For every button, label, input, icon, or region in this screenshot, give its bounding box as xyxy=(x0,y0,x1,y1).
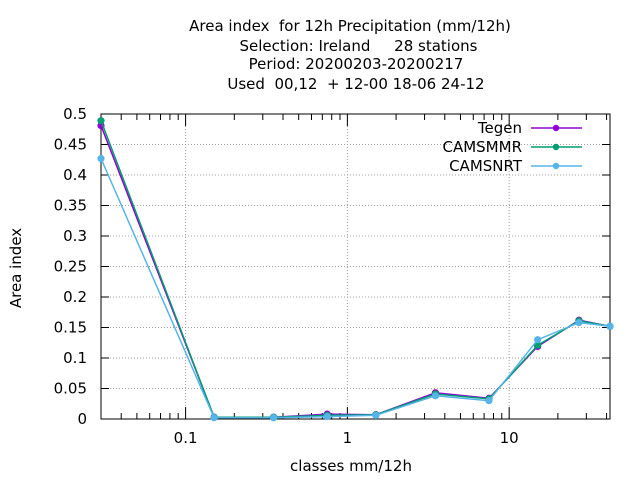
data-point xyxy=(606,322,614,330)
legend-swatch-marker xyxy=(552,124,560,132)
y-tick-label: 0.4 xyxy=(63,166,87,184)
y-tick-label: 0.2 xyxy=(63,288,87,306)
data-point xyxy=(97,117,105,125)
legend-swatch-marker xyxy=(552,162,560,170)
data-point xyxy=(534,336,542,344)
y-tick-label: 0.05 xyxy=(54,380,87,398)
data-point xyxy=(210,414,218,422)
y-tick-label: 0 xyxy=(77,410,87,428)
data-point xyxy=(485,397,493,405)
data-point xyxy=(372,411,380,419)
chart-title-line-4: Used 00,12 + 12-00 18-06 24-12 xyxy=(227,75,485,93)
data-series xyxy=(97,117,614,422)
data-point xyxy=(575,319,583,327)
axis-ticks: 0 0.05 0.1 0.15 0.2 0.25 0.3 0.35 0.4 0.45 0.5 0.1 1… xyxy=(54,105,610,447)
legend-swatch-marker xyxy=(552,143,560,151)
series-line xyxy=(100,120,611,418)
y-tick-label: 0.1 xyxy=(63,349,87,367)
legend-label: Tegen xyxy=(477,119,522,137)
series-line xyxy=(100,158,611,419)
y-tick-label: 0.35 xyxy=(54,197,87,215)
y-tick-label: 0.25 xyxy=(54,258,87,276)
data-point xyxy=(323,412,331,421)
x-axis-label: classes mm/12h xyxy=(290,457,412,475)
x-tick-label: 0.1 xyxy=(174,429,198,447)
legend-label: CAMSMMR xyxy=(442,138,522,156)
chart-title-line-3: Period: 20200203-20200217 xyxy=(248,55,464,73)
legend-label: CAMSNRT xyxy=(449,157,523,175)
series-camsnrt xyxy=(97,154,614,422)
chart-title-line-1: Area index for 12h Precipitation (mm/12h… xyxy=(189,17,511,35)
y-tick-label: 0.5 xyxy=(63,105,87,123)
x-tick-label: 1 xyxy=(343,429,353,447)
chart-title-line-2: Selection: Ireland 28 stations xyxy=(239,37,478,55)
data-point xyxy=(431,392,440,400)
data-point xyxy=(97,154,105,163)
y-tick-label: 0.3 xyxy=(63,227,87,245)
series-line xyxy=(100,125,611,418)
series-tegen xyxy=(97,121,614,421)
y-tick-label: 0.15 xyxy=(54,319,87,337)
series-camsmmr xyxy=(97,117,614,421)
data-point xyxy=(270,414,278,422)
x-tick-label: 10 xyxy=(500,429,519,447)
y-tick-label: 0.45 xyxy=(54,136,87,154)
y-axis-label: Area index xyxy=(7,228,25,308)
grid-lines xyxy=(101,114,610,419)
